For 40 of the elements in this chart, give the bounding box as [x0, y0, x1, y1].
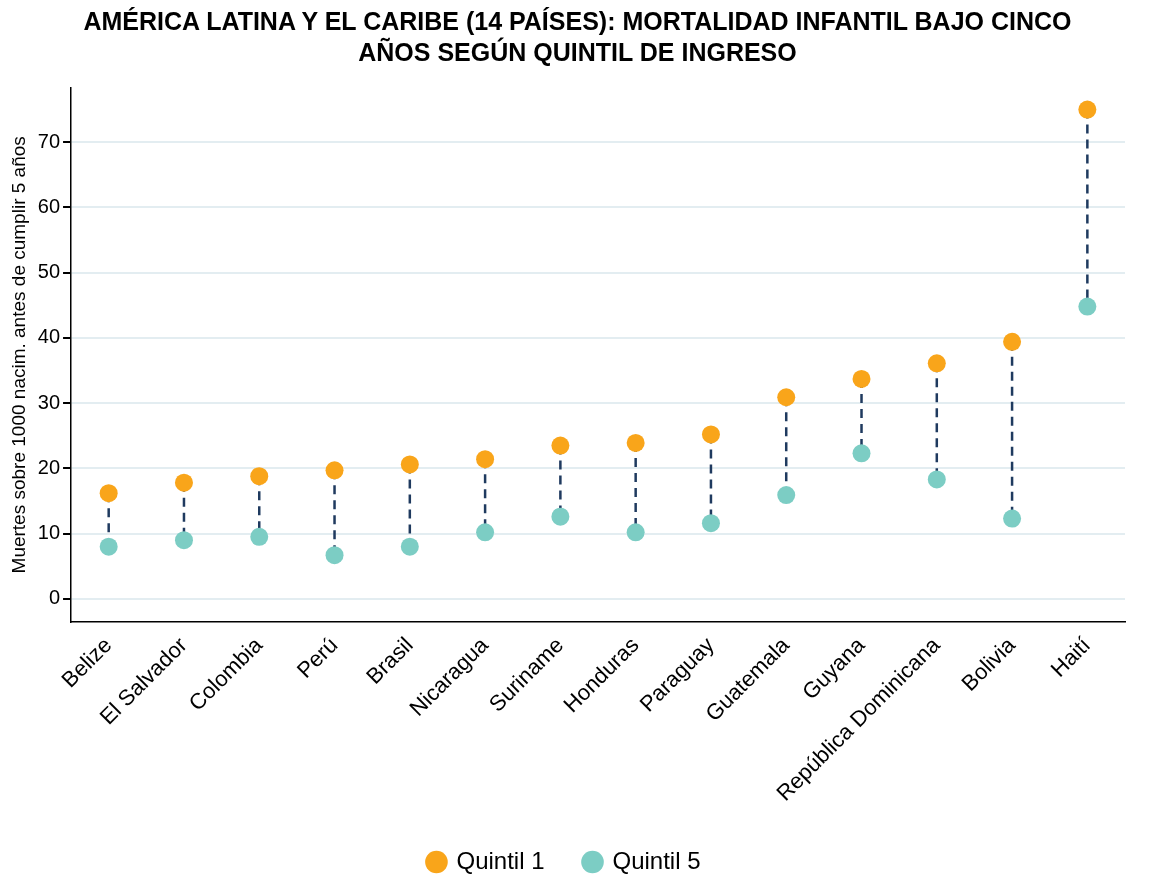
- y-tick-label: 30: [37, 390, 61, 413]
- y-tick-label: 40: [37, 325, 61, 348]
- y-tick-label: 60: [37, 194, 61, 217]
- point: [1003, 509, 1022, 528]
- point: [927, 470, 946, 489]
- y-tick-label: 20: [37, 455, 61, 478]
- point: [701, 514, 720, 533]
- point: [250, 527, 269, 546]
- point: [927, 354, 946, 373]
- y-tick-label: 50: [37, 260, 61, 283]
- point: [1078, 297, 1097, 316]
- y-axis-title: Muertes sobre 1000 nacim. antes de cumplir 5 años: [7, 136, 29, 574]
- point: [852, 444, 871, 463]
- point: [626, 523, 645, 542]
- point: [777, 486, 796, 505]
- point: [325, 546, 344, 565]
- point: [99, 537, 118, 556]
- point: [1078, 100, 1097, 119]
- y-tick-label: 0: [48, 586, 61, 609]
- point: [852, 369, 871, 388]
- point: [400, 455, 419, 474]
- point: [551, 436, 570, 455]
- legend-label: Quintil 1: [456, 846, 545, 874]
- point: [325, 461, 344, 480]
- point: [777, 388, 796, 407]
- point: [250, 467, 269, 486]
- legend-label: Quintil 5: [612, 846, 701, 874]
- chart-title: AMÉRICA LATINA Y EL CARIBE (14 PAÍSES): MORTALIDAD INFANTIL BAJO CINCO AÑOS SEGÚN QUINTIL DE INGRESO: [82, 6, 1073, 68]
- point: [626, 433, 645, 452]
- y-tick-label: 10: [37, 521, 61, 544]
- point: [400, 537, 419, 556]
- point: [1003, 332, 1022, 351]
- point: [476, 450, 495, 469]
- point: [476, 523, 495, 542]
- point: [551, 507, 570, 526]
- point: [99, 484, 118, 503]
- y-tick-label: 70: [37, 129, 61, 152]
- point: [174, 473, 193, 492]
- point: [701, 425, 720, 444]
- point: [174, 531, 193, 550]
